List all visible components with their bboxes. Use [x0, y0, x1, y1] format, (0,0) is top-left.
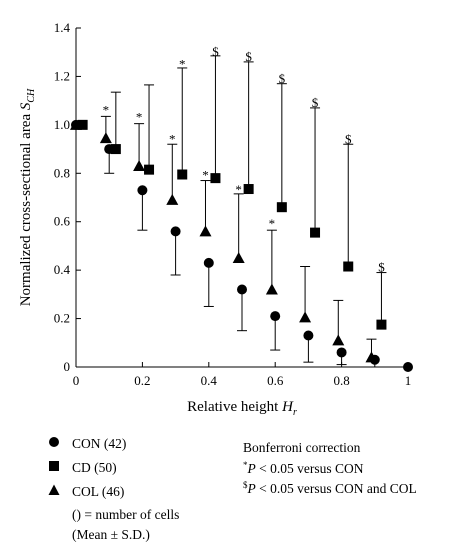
significance-annotations: * * * * * * * $ $ $ $ $ $ — [103, 44, 386, 275]
data-point-con — [270, 311, 281, 322]
significance-star: * — [103, 102, 110, 117]
y-tick-label: 0.8 — [54, 165, 70, 180]
stats-line-star: *P < 0.05 versus CON — [243, 460, 364, 477]
y-tick-label: 0 — [64, 359, 71, 374]
star-mark: * — [243, 460, 248, 470]
y-tick-label: 0.6 — [54, 214, 71, 229]
significance-star: * — [169, 131, 176, 146]
data-point-col — [265, 283, 278, 295]
data-point-col — [70, 118, 82, 130]
data-point-con — [403, 362, 413, 372]
legend-label-cd: CD (50) — [72, 459, 117, 475]
y-tick-label: 1.4 — [54, 20, 71, 35]
p-var: P — [247, 481, 256, 496]
square-icon — [46, 460, 62, 475]
data-point-cd — [343, 261, 354, 272]
data-point-cd — [110, 144, 121, 155]
significance-dollar: $ — [279, 71, 286, 86]
y-tick-label: 1.0 — [54, 117, 70, 132]
chart-canvas: 00.20.40.60.81.01.21.40 0.2 0.4 0.6 0.8 1 * **… — [18, 20, 413, 418]
significance-star: * — [235, 182, 242, 197]
cells-note: () = number of cells — [72, 507, 180, 522]
data-point-col — [365, 351, 378, 363]
x-axis-label-var: H — [281, 399, 294, 415]
legend-item-con: CON (42) — [46, 436, 126, 451]
data-point-col — [133, 160, 146, 172]
p-var: P — [247, 461, 256, 476]
y-tick-label: 0.4 — [54, 262, 71, 277]
legend-label-con: CON (42) — [72, 435, 127, 451]
data-point-col — [232, 252, 245, 264]
x-tick-label: 0.4 — [201, 373, 218, 388]
significance-star: * — [136, 110, 143, 125]
x-tick-label: 0 — [73, 373, 80, 388]
data-point-con — [237, 284, 247, 295]
significance-star: * — [269, 216, 276, 231]
triangle-icon — [46, 484, 62, 499]
data-point-con — [303, 330, 314, 341]
y-axis-label-sub: CH — [26, 88, 37, 103]
y-axis-label-var: S — [18, 102, 34, 110]
data-point-con — [336, 347, 347, 358]
x-tick-label: 0.2 — [134, 373, 150, 388]
data-point-col — [99, 132, 112, 144]
significance-dollar: $ — [212, 44, 219, 59]
mean-note: (Mean ± S.D.) — [72, 527, 150, 542]
axes: 0 0.2 0.4 0.6 0.8 1.0 1.2 1.4 0 0.2 0.4 0.6 0.8 1 — [54, 20, 412, 388]
dollar-mark: $ — [243, 480, 248, 490]
x-tick-label: 0.6 — [267, 373, 284, 388]
legend-label-col: COL (46) — [72, 483, 125, 499]
dollar-text: < 0.05 versus CON and COL — [255, 481, 417, 496]
data-point-col — [199, 225, 212, 237]
data-point-cd — [376, 319, 387, 330]
data-point-con — [203, 257, 214, 268]
data-point-cd — [310, 227, 321, 238]
stats-line-dollar: $P < 0.05 versus CON and COL — [243, 480, 417, 497]
legend-item-col: COL (46) — [46, 484, 124, 499]
legend-item-cd: CD (50) — [46, 460, 117, 475]
significance-dollar: $ — [312, 95, 319, 110]
data-point-col — [332, 334, 345, 346]
data-point-col — [166, 193, 179, 205]
data-point-cd — [210, 173, 221, 184]
x-tick-label: 1 — [405, 373, 412, 388]
data-point-cd — [144, 164, 155, 175]
significance-dollar: $ — [245, 49, 252, 64]
y-tick-label: 1.2 — [54, 68, 70, 83]
data-point-cd — [276, 202, 287, 213]
star-text: < 0.05 versus CON — [255, 461, 364, 476]
data-point-cd — [77, 119, 88, 130]
x-tick-label: 0.8 — [333, 373, 349, 388]
x-axis-label: Relative height Hr — [187, 399, 297, 418]
data-point-cd — [177, 169, 188, 180]
data-markers — [70, 118, 413, 372]
circle-icon — [46, 436, 62, 451]
data-point-con — [137, 185, 148, 196]
x-axis-label-sub: r — [293, 407, 297, 418]
data-point-col — [299, 311, 312, 323]
data-point-cd — [243, 184, 254, 195]
data-point-con — [170, 226, 181, 237]
error-bars — [100, 55, 387, 368]
significance-dollar: $ — [378, 260, 385, 275]
y-axis-label-text: Normalized cross-sectional area — [18, 110, 34, 306]
x-axis-label-text: Relative height — [187, 399, 282, 415]
y-tick-label: 0.2 — [54, 311, 70, 326]
y-axis-label: Normalized cross-sectional area SCH — [18, 88, 37, 306]
significance-dollar: $ — [345, 131, 352, 146]
stats-title: Bonferroni correction — [243, 440, 361, 455]
significance-star: * — [202, 168, 209, 183]
significance-star: * — [179, 56, 186, 71]
